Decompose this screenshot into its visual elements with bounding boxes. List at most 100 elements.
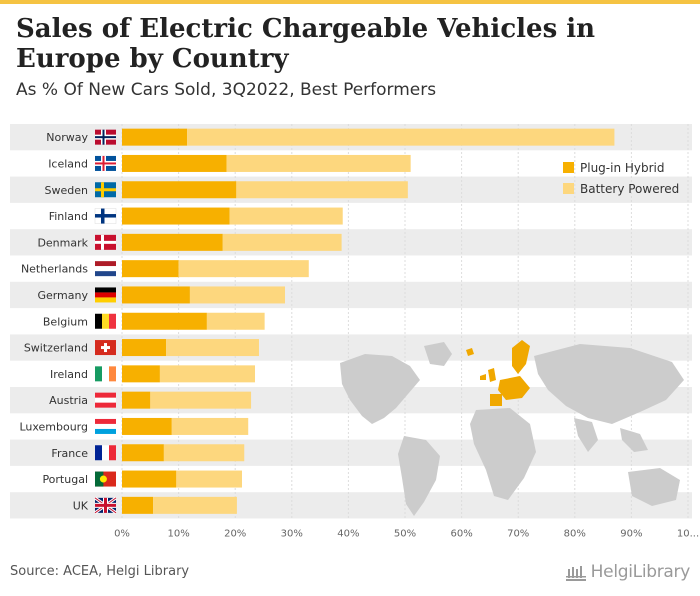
x-tick-label: 60% — [450, 529, 472, 540]
bar-plug-in-hybrid-ireland — [122, 365, 160, 383]
iceland-flag-icon — [95, 155, 116, 171]
map-landmass — [534, 344, 684, 424]
bar-plug-in-hybrid-finland — [122, 207, 230, 225]
bar-battery-powered-ireland — [159, 365, 256, 383]
library-columns-icon — [565, 566, 586, 581]
legend-label-plug-in-hybrid: Plug-in Hybrid — [580, 161, 665, 175]
bar-plug-in-hybrid-denmark — [122, 233, 223, 251]
category-label-uk: UK — [73, 499, 89, 512]
category-label-belgium: Belgium — [43, 315, 88, 328]
chart-subtitle: As % Of New Cars Sold, 3Q2022, Best Perf… — [16, 80, 437, 100]
bar-plug-in-hybrid-portugal — [122, 470, 177, 488]
bar-plug-in-hybrid-germany — [122, 286, 190, 304]
bar-plug-in-hybrid-belgium — [122, 312, 207, 330]
bar-battery-powered-finland — [229, 207, 343, 225]
x-tick-label: 50% — [394, 529, 416, 540]
bar-battery-powered-portugal — [176, 470, 242, 488]
bar-chart: Norway Iceland Sweden Finland Denmark Netherl… — [10, 124, 699, 540]
category-label-finland: Finland — [49, 210, 88, 223]
denmark-flag-icon — [95, 234, 116, 250]
bar-battery-powered-belgium — [206, 312, 265, 330]
bar-plug-in-hybrid-iceland — [122, 154, 227, 172]
bar-battery-powered-iceland — [226, 154, 411, 172]
germany-flag-icon — [95, 287, 116, 303]
x-tick-label: 30% — [281, 529, 303, 540]
bar-plug-in-hybrid-sweden — [122, 181, 237, 199]
map-europe-highlight — [490, 394, 502, 406]
map-europe-highlight — [512, 340, 530, 374]
x-tick-label: 0% — [114, 529, 130, 540]
bar-plug-in-hybrid-norway — [122, 128, 188, 146]
source-note: Source: ACEA, Helgi Library — [10, 564, 190, 579]
x-tick-label: 10... — [677, 529, 699, 540]
x-tick-label: 40% — [337, 529, 359, 540]
norway-flag-icon — [95, 129, 116, 145]
bar-battery-powered-sweden — [236, 181, 408, 199]
bar-plug-in-hybrid-uk — [122, 496, 154, 514]
category-label-sweden: Sweden — [45, 184, 88, 197]
x-tick-label: 10% — [167, 529, 189, 540]
map-europe-highlight — [480, 374, 486, 380]
netherlands-flag-icon — [95, 261, 116, 277]
logo-text: HelgiLibrary — [590, 562, 691, 582]
chart-title: Sales of Electric Chargeable Vehicles in… — [16, 14, 596, 74]
map-landmass — [340, 354, 420, 424]
legend: Plug-in Hybrid Battery Powered — [563, 161, 679, 196]
map-europe-highlight — [498, 376, 530, 400]
bar-plug-in-hybrid-france — [122, 444, 164, 462]
bar-battery-powered-denmark — [222, 233, 342, 251]
belgium-flag-icon — [95, 313, 116, 329]
map-landmass — [424, 342, 452, 366]
luxembourg-flag-icon — [95, 418, 116, 434]
bar-plug-in-hybrid-luxembourg — [122, 417, 172, 435]
x-tick-label: 90% — [620, 529, 642, 540]
map-landmass — [628, 468, 680, 506]
category-label-netherlands: Netherlands — [21, 263, 88, 276]
helgi-library-logo: HelgiLibrary — [565, 560, 690, 584]
top-accent-rule — [0, 0, 700, 4]
category-labels: Norway Iceland Sweden Finland Denmark Netherl… — [19, 131, 88, 512]
bar-battery-powered-switzerland — [166, 339, 259, 357]
map-landmass — [574, 418, 598, 452]
bar-plug-in-hybrid-netherlands — [122, 260, 179, 278]
bar-plug-in-hybrid-switzerland — [122, 339, 167, 357]
finland-flag-icon — [94, 208, 117, 224]
bar-battery-powered-uk — [153, 496, 237, 514]
map-europe-highlight — [488, 368, 496, 382]
bars — [122, 128, 615, 514]
legend-swatch-plug-in-hybrid — [563, 162, 574, 173]
category-label-portugal: Portugal — [42, 473, 88, 486]
x-axis-tick-labels: 0% 10% 20% 30% 40% 50% 60% 70% 80% 90% 10... — [114, 529, 699, 540]
map-landmass — [620, 428, 648, 452]
switzerland-flag-icon — [95, 340, 116, 356]
category-label-germany: Germany — [37, 289, 88, 302]
x-tick-label: 80% — [564, 529, 586, 540]
category-label-austria: Austria — [49, 394, 88, 407]
map-landmass — [398, 436, 440, 516]
sweden-flag-icon — [95, 182, 116, 198]
category-label-iceland: Iceland — [48, 157, 88, 170]
flag-icons — [94, 129, 117, 515]
x-tick-label: 20% — [224, 529, 246, 540]
uk-flag-icon — [94, 496, 117, 515]
map-landmass — [470, 408, 536, 500]
bar-battery-powered-austria — [150, 391, 252, 409]
bar-battery-powered-netherlands — [178, 260, 309, 278]
france-flag-icon — [95, 445, 116, 461]
map-europe-highlight — [466, 348, 474, 356]
category-label-switzerland: Switzerland — [24, 342, 88, 355]
austria-flag-icon — [95, 392, 116, 408]
category-label-luxembourg: Luxembourg — [19, 420, 88, 433]
bar-battery-powered-germany — [189, 286, 286, 304]
bar-plug-in-hybrid-austria — [122, 391, 151, 409]
legend-swatch-battery-powered — [563, 183, 574, 194]
bar-battery-powered-norway — [187, 128, 615, 146]
category-label-france: France — [51, 447, 88, 460]
x-tick-label: 70% — [507, 529, 529, 540]
bar-battery-powered-france — [163, 444, 245, 462]
ireland-flag-icon — [95, 366, 116, 382]
world-map — [340, 340, 684, 516]
legend-label-battery-powered: Battery Powered — [580, 182, 679, 196]
category-label-norway: Norway — [46, 131, 88, 144]
category-label-ireland: Ireland — [50, 368, 88, 381]
